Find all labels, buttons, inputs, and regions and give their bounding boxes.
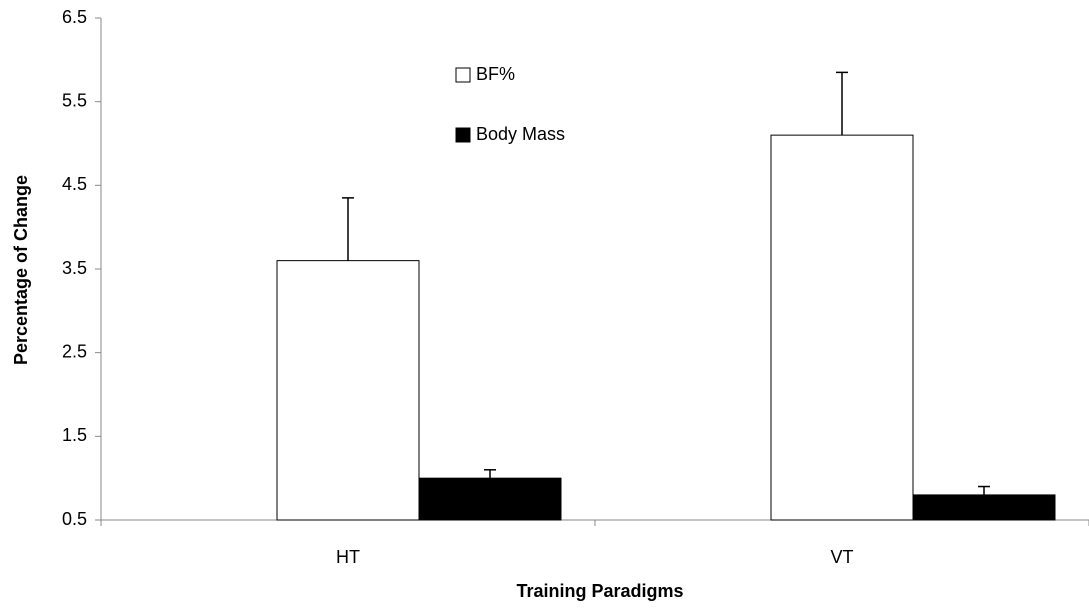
- bar: [276, 260, 420, 521]
- legend-label: BF%: [476, 64, 515, 84]
- y-axis-title: Percentage of Change: [11, 175, 31, 365]
- bar: [418, 477, 562, 521]
- legend-label: Body Mass: [476, 124, 565, 144]
- y-tick-label: 3.5: [62, 258, 87, 278]
- y-tick-label: 0.5: [62, 509, 87, 529]
- y-tick-label: 6.5: [62, 7, 87, 27]
- x-axis-title: Training Paradigms: [516, 581, 683, 601]
- legend-swatch: [455, 67, 471, 83]
- y-tick-label: 1.5: [62, 425, 87, 445]
- y-tick-label: 4.5: [62, 174, 87, 194]
- bar: [912, 494, 1056, 521]
- y-tick-label: 2.5: [62, 341, 87, 361]
- legend-swatch: [455, 127, 471, 143]
- bar: [770, 134, 914, 521]
- x-tick-label: HT: [336, 547, 360, 567]
- y-tick-label: 5.5: [62, 90, 87, 110]
- x-tick-label: VT: [830, 547, 853, 567]
